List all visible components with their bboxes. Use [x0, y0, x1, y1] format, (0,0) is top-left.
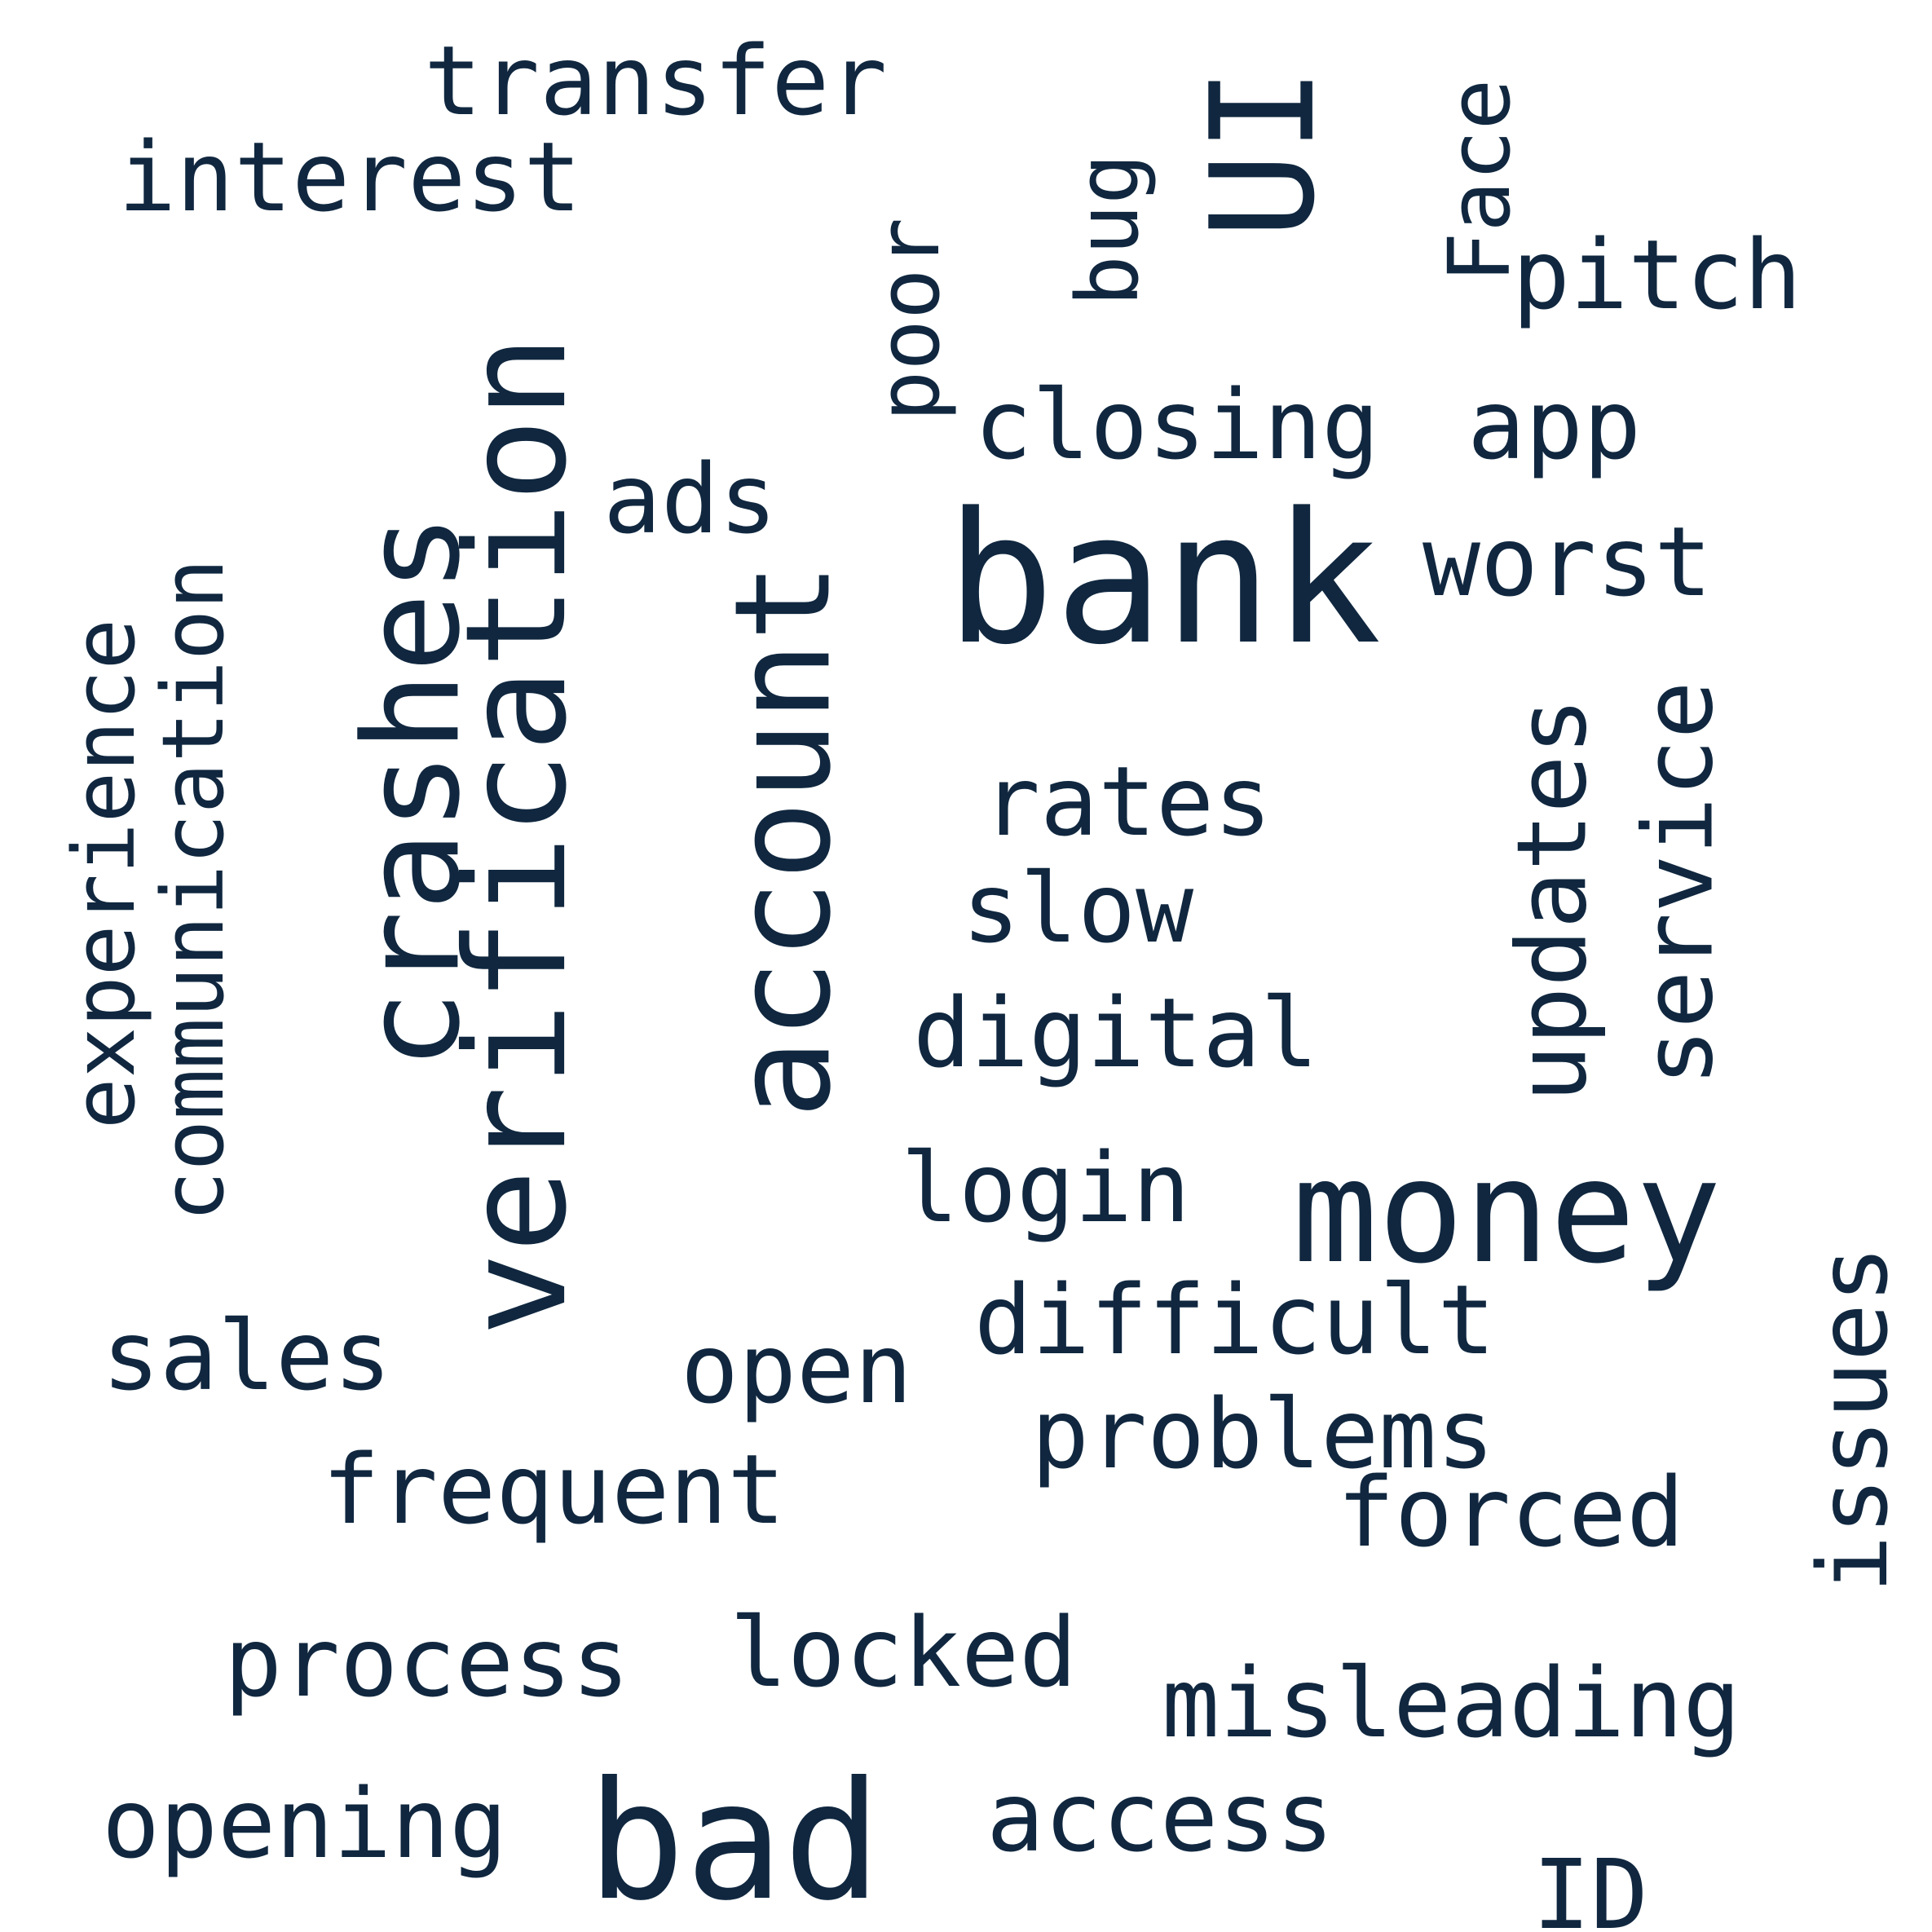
word-updates: updates — [1495, 697, 1608, 1103]
word-interest: interest — [118, 121, 582, 233]
word-slow: slow — [962, 852, 1194, 964]
word-poor: poor — [859, 217, 959, 422]
word-process: process — [224, 1606, 630, 1718]
word-transfer: transfer — [424, 24, 888, 137]
word-misleading: misleading — [1162, 1647, 1741, 1759]
word-UI: UI — [1180, 67, 1347, 239]
word-closing: closing — [974, 368, 1380, 481]
word-money: money — [1292, 1130, 1722, 1295]
word-worst: worst — [1423, 505, 1713, 618]
word-service: service — [1621, 681, 1735, 1087]
word-communication: communication — [143, 558, 243, 1222]
word-frequent: frequent — [322, 1433, 786, 1546]
word-account: account — [707, 562, 861, 1119]
word-login: login — [901, 1131, 1191, 1244]
word-digital: digital — [913, 977, 1319, 1089]
word-bug: bug — [1057, 153, 1158, 307]
word-bank: bank — [946, 474, 1382, 685]
word-access: access — [986, 1761, 1334, 1873]
word-open: open — [681, 1312, 913, 1425]
word-problems: problems — [1031, 1378, 1495, 1490]
word-Face: Face — [1430, 78, 1530, 284]
word-difficult: difficult — [974, 1264, 1496, 1376]
word-experience: experience — [55, 618, 155, 1130]
word-ID: ID — [1533, 1838, 1649, 1932]
word-locked: locked — [730, 1596, 1078, 1709]
word-sales: sales — [102, 1299, 392, 1412]
word-ads: ads — [603, 443, 778, 555]
word-app: app — [1467, 368, 1642, 481]
word-opening: opening — [102, 1767, 508, 1880]
word-pitch: pitch — [1512, 218, 1802, 331]
word-forced: forced — [1337, 1456, 1685, 1568]
word-crashes: crashes — [336, 513, 490, 1070]
word-issues: issues — [1797, 1245, 1910, 1594]
word-rates: rates — [982, 745, 1273, 858]
word-bad: bad — [587, 1747, 882, 1932]
